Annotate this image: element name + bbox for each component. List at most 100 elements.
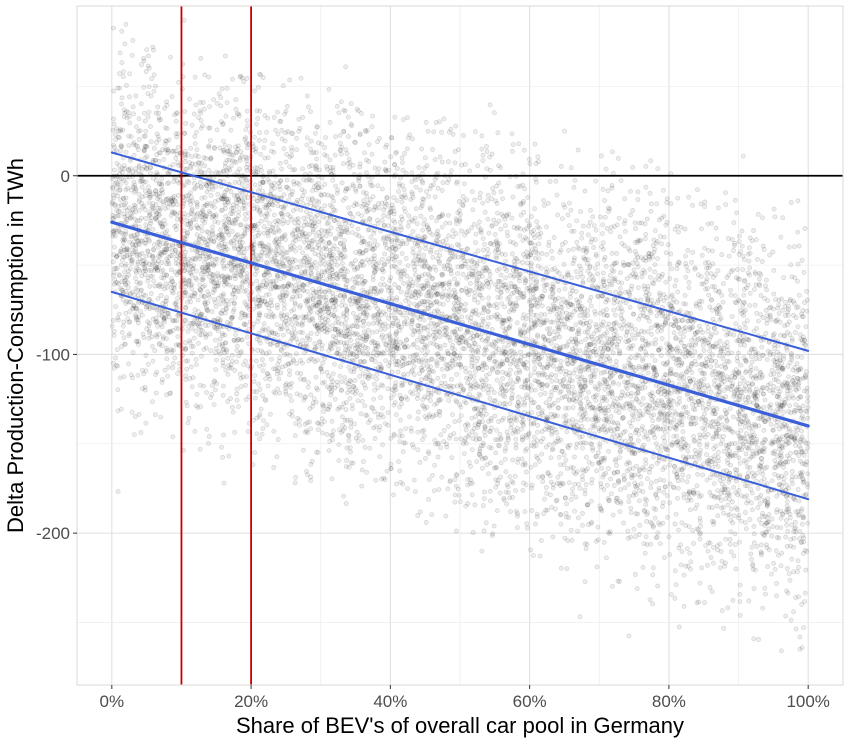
scatter-point bbox=[436, 440, 442, 446]
scatter-point bbox=[362, 150, 367, 156]
scatter-point bbox=[653, 369, 658, 375]
scatter-point bbox=[338, 364, 343, 369]
scatter-point bbox=[483, 377, 489, 383]
scatter-point bbox=[631, 449, 636, 454]
scatter-point bbox=[778, 450, 784, 456]
scatter-point bbox=[748, 486, 754, 492]
scatter-point bbox=[589, 461, 595, 467]
scatter-point bbox=[582, 329, 588, 335]
scatter-point bbox=[742, 342, 748, 348]
scatter-point bbox=[479, 548, 485, 554]
scatter-point bbox=[227, 144, 233, 149]
scatter-point bbox=[650, 524, 656, 530]
scatter-point bbox=[747, 399, 753, 405]
scatter-point bbox=[216, 91, 222, 97]
scatter-point bbox=[744, 318, 750, 324]
scatter-point bbox=[764, 277, 769, 283]
scatter-point bbox=[313, 289, 318, 294]
scatter-point bbox=[772, 214, 778, 220]
scatter-point bbox=[184, 403, 190, 409]
scatter-point bbox=[119, 28, 125, 34]
scatter-point bbox=[469, 189, 475, 195]
scatter-point bbox=[331, 361, 337, 367]
scatter-point bbox=[568, 302, 574, 308]
scatter-point bbox=[377, 454, 383, 460]
scatter-point bbox=[233, 106, 239, 112]
scatter-point bbox=[230, 152, 236, 158]
scatter-point bbox=[330, 334, 336, 339]
scatter-point bbox=[600, 240, 606, 246]
scatter-point bbox=[569, 417, 575, 422]
scatter-point bbox=[276, 376, 282, 382]
scatter-point bbox=[730, 237, 735, 242]
scatter-point bbox=[617, 455, 622, 460]
scatter-point bbox=[381, 475, 387, 481]
scatter-point bbox=[153, 83, 158, 89]
scatter-point bbox=[489, 196, 494, 202]
scatter-point bbox=[224, 85, 230, 91]
scatter-point bbox=[767, 405, 773, 411]
scatter-point bbox=[151, 145, 157, 151]
scatter-point bbox=[208, 192, 214, 198]
scatter-point bbox=[691, 437, 697, 443]
scatter-point bbox=[515, 258, 521, 264]
scatter-point bbox=[501, 497, 507, 503]
scatter-point bbox=[417, 187, 423, 193]
scatter-point bbox=[507, 239, 513, 245]
scatter-point bbox=[146, 200, 152, 206]
scatter-point bbox=[131, 189, 137, 195]
scatter-point bbox=[347, 160, 353, 166]
scatter-point bbox=[366, 142, 372, 147]
scatter-point bbox=[152, 348, 158, 353]
scatter-point bbox=[392, 282, 397, 287]
scatter-point bbox=[268, 183, 274, 188]
scatter-point bbox=[755, 256, 760, 262]
scatter-point bbox=[294, 361, 300, 366]
scatter-point bbox=[692, 335, 697, 341]
scatter-point bbox=[728, 292, 734, 298]
scatter-point bbox=[686, 397, 692, 403]
scatter-point bbox=[476, 312, 481, 318]
scatter-point bbox=[550, 255, 555, 261]
scatter-point bbox=[576, 327, 582, 333]
scatter-point bbox=[491, 242, 496, 247]
scatter-point bbox=[568, 207, 574, 213]
scatter-point bbox=[357, 183, 363, 189]
scatter-point bbox=[271, 212, 277, 218]
scatter-point bbox=[492, 232, 498, 237]
scatter-point bbox=[372, 238, 378, 244]
scatter-point bbox=[482, 241, 487, 247]
scatter-point bbox=[560, 216, 565, 222]
scatter-point bbox=[628, 212, 633, 218]
scatter-point bbox=[429, 356, 435, 362]
scatter-point bbox=[498, 226, 504, 232]
scatter-point bbox=[528, 307, 534, 313]
scatter-point bbox=[311, 290, 317, 296]
scatter-point bbox=[690, 401, 695, 407]
scatter-point bbox=[379, 287, 384, 293]
scatter-point bbox=[583, 336, 589, 342]
scatter-point bbox=[287, 393, 293, 399]
scatter-point bbox=[318, 141, 324, 147]
scatter-point bbox=[494, 268, 500, 273]
scatter-point bbox=[427, 398, 433, 404]
scatter-point bbox=[508, 280, 514, 286]
scatter-point bbox=[273, 240, 279, 246]
scatter-point bbox=[630, 417, 636, 423]
scatter-point bbox=[254, 165, 260, 171]
scatter-point bbox=[305, 384, 311, 390]
scatter-point bbox=[580, 445, 585, 451]
scatter-point bbox=[434, 329, 440, 335]
scatter-point bbox=[519, 384, 525, 390]
scatter-point bbox=[570, 246, 576, 252]
scatter-point bbox=[184, 366, 190, 372]
scatter-point bbox=[224, 263, 230, 269]
scatter-point bbox=[461, 451, 467, 456]
scatter-point bbox=[199, 353, 204, 359]
scatter-point bbox=[675, 485, 681, 491]
scatter-point bbox=[141, 110, 147, 116]
scatter-point bbox=[130, 104, 136, 110]
scatter-point bbox=[563, 274, 568, 280]
scatter-point bbox=[787, 511, 793, 517]
scatter-point bbox=[672, 283, 678, 289]
